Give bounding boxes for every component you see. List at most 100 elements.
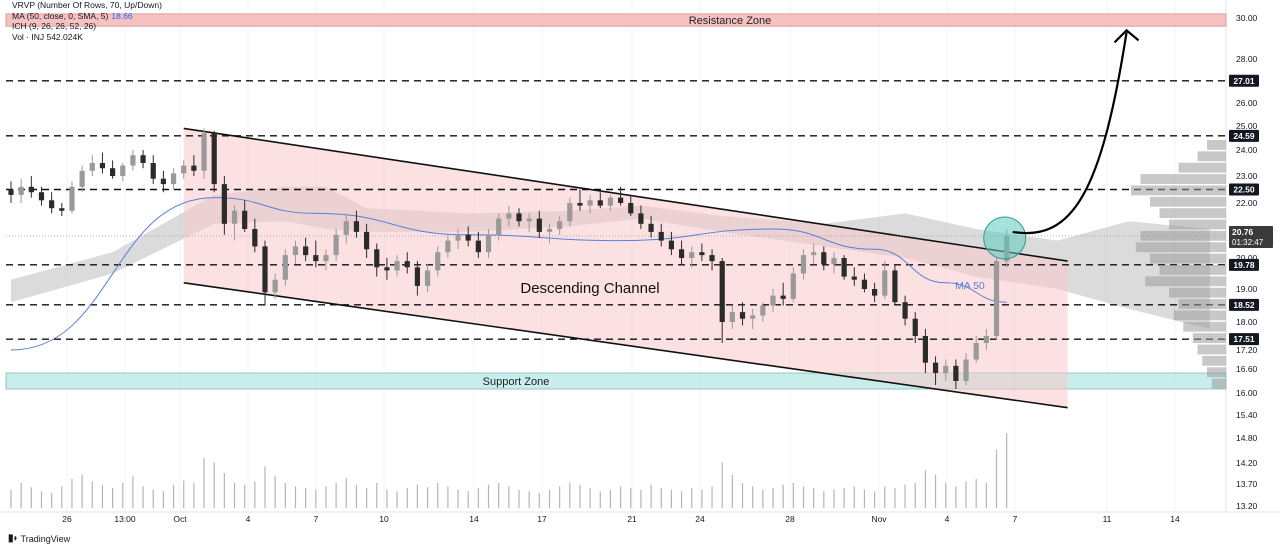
candle-body xyxy=(780,295,786,299)
candle-body xyxy=(506,213,512,219)
candle-body xyxy=(59,208,65,211)
candle-body xyxy=(28,186,34,193)
candle-body xyxy=(79,170,85,187)
candle-body xyxy=(262,246,268,293)
volume-bar xyxy=(843,488,845,508)
legend-vrvp[interactable]: VRVP (Number Of Rows, 70, Up/Down) xyxy=(12,0,162,10)
volume-bar xyxy=(548,489,551,508)
current-price-value: 20.76 xyxy=(1232,227,1254,237)
tradingview-brand[interactable]: ▮◗ TradingView xyxy=(8,533,70,544)
volume-bar xyxy=(172,484,175,508)
volume-bar xyxy=(802,486,805,508)
volume-bar xyxy=(254,481,256,508)
time-tick-label: 21 xyxy=(627,514,637,524)
channel-upper-line xyxy=(183,127,1068,262)
candle-body xyxy=(953,365,959,381)
volume-profile-bar xyxy=(1140,230,1226,241)
volume-bar xyxy=(91,481,93,508)
volume-profile-bar xyxy=(1173,310,1226,321)
candle-body xyxy=(49,200,55,209)
volume-profile-bar xyxy=(1192,333,1226,344)
volume-bar xyxy=(487,484,490,508)
candle-body xyxy=(160,178,166,185)
candle-body xyxy=(252,229,258,247)
candle-body xyxy=(729,312,735,322)
candle-body xyxy=(536,218,542,232)
time-tick-label: 10 xyxy=(379,514,389,524)
price-tick-label: 28.00 xyxy=(1236,54,1258,64)
candle-body xyxy=(861,279,868,289)
legend-ma-value: 18.66 xyxy=(111,10,133,21)
volume-profile-bar xyxy=(1150,253,1226,264)
candle-body xyxy=(567,203,573,222)
candle-body xyxy=(333,234,339,256)
candle-body xyxy=(800,255,807,274)
level-price-tag-label: 18.52 xyxy=(1233,300,1255,310)
volume-bar xyxy=(833,489,835,508)
volume-bar xyxy=(782,484,784,508)
candle-body xyxy=(191,165,197,171)
volume-bar xyxy=(284,483,286,508)
volume-bar xyxy=(61,486,63,508)
current-price-countdown: 01:32:47 xyxy=(1232,238,1264,247)
candle-body xyxy=(343,221,349,235)
candle-body xyxy=(851,276,857,280)
volume-bar xyxy=(853,486,855,508)
candle-body xyxy=(790,273,796,299)
resistance-zone xyxy=(5,13,1227,27)
price-tick-label: 24.00 xyxy=(1236,145,1258,155)
volume-profile-bar xyxy=(1183,321,1226,332)
resistance-zone-label: Resistance Zone xyxy=(689,15,772,27)
legend-ichimoku[interactable]: ICH (9, 26, 26, 52, 26) xyxy=(12,21,97,31)
volume-bar xyxy=(1006,433,1008,508)
volume-bar xyxy=(376,483,378,508)
volume-bar xyxy=(426,487,429,508)
candle-body xyxy=(303,246,309,256)
candle-body xyxy=(231,210,238,224)
candle-body xyxy=(99,163,106,169)
volume-bar xyxy=(437,483,439,508)
volume-bar xyxy=(741,483,744,508)
volume-bar xyxy=(630,488,632,508)
level-price-tag xyxy=(1229,129,1259,142)
candle-body xyxy=(546,229,553,232)
volume-bar xyxy=(274,476,276,508)
volume-bar xyxy=(223,473,225,508)
candle-body xyxy=(983,336,989,343)
channel-lower-line xyxy=(183,282,1068,409)
time-tick-label: Oct xyxy=(173,514,187,524)
volume-bar xyxy=(975,478,977,508)
volume-bar xyxy=(152,489,154,508)
candle-body xyxy=(516,213,522,222)
legend-ma[interactable]: MA (50, close, 0, SMA, 5) 18.66 xyxy=(12,11,162,22)
volume-bar xyxy=(945,483,947,508)
volume-bar xyxy=(762,489,764,508)
volume-bar xyxy=(112,488,114,508)
candle-body xyxy=(699,252,705,256)
legend-volume[interactable]: Vol · INJ 542.024K xyxy=(12,31,83,42)
volume-profile-bar xyxy=(1197,151,1226,162)
ma50-line xyxy=(10,197,1007,351)
volume-profile-bar xyxy=(1159,208,1226,219)
volume-bar xyxy=(894,488,896,508)
candle-body xyxy=(892,270,898,303)
volume-bar xyxy=(396,491,398,508)
level-price-tag-label: 17.51 xyxy=(1233,334,1255,344)
candle-body xyxy=(8,189,14,195)
candle-body xyxy=(18,186,24,195)
volume-bar xyxy=(874,491,876,508)
volume-profile-bar xyxy=(1159,265,1226,275)
volume-bar xyxy=(904,484,906,508)
time-axis: 26 13:00 Oct 4 7 10 14 17 21 24 28 Nov 4 7 11 14 xyxy=(62,514,1180,524)
volume-bar xyxy=(569,483,571,508)
candle-body xyxy=(597,200,603,206)
candle-body xyxy=(485,234,492,253)
channel-fill xyxy=(183,128,1068,408)
volume-profile-bar xyxy=(1169,219,1226,230)
candle-body xyxy=(455,234,461,241)
volume-bar xyxy=(924,470,926,508)
volume-bar xyxy=(447,486,449,508)
candle-body xyxy=(292,246,299,256)
ma50-label: MA 50 xyxy=(955,280,985,292)
